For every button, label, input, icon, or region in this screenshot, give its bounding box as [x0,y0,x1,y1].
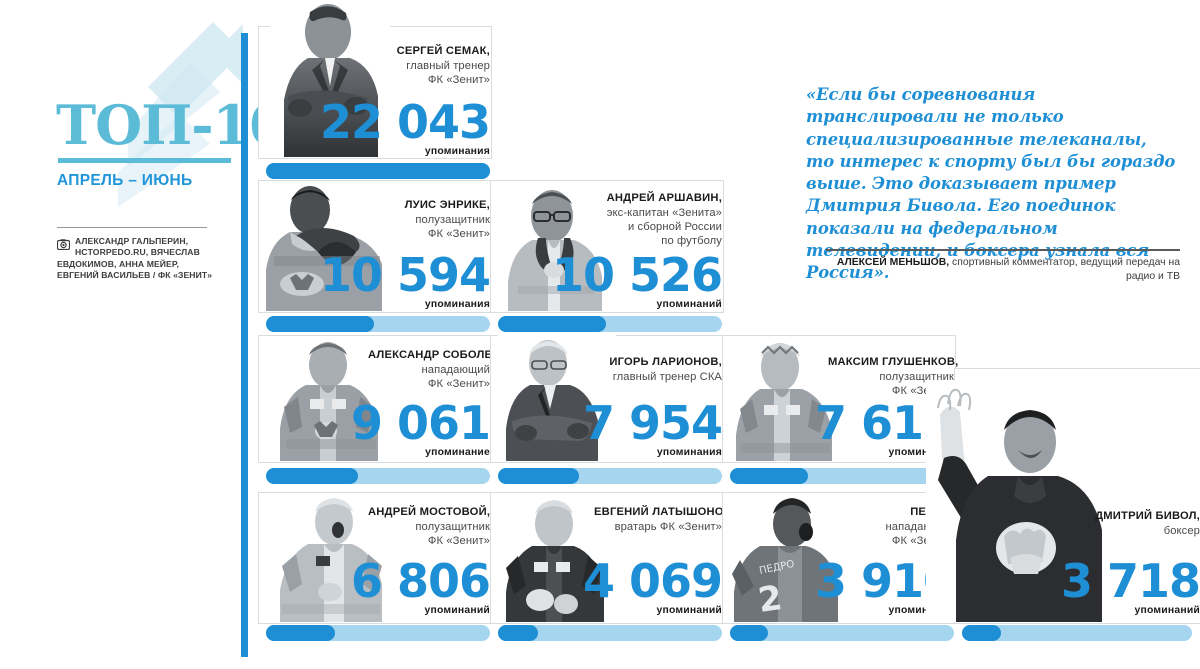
player-role-line: ФК «Зенит» [427,377,490,390]
player-role-line: ФК «Зенит» [427,227,490,240]
portrait-pedro: ПЕДРО 2 [726,496,850,622]
player-name: ИГОРЬ ЛАРИОНОВ, [609,356,722,368]
portrait-mostovoy [272,496,396,622]
progress-bar-fill [498,468,579,484]
mention-value: 9 061 [350,396,491,450]
vertical-divider [241,33,248,657]
progress-bar [266,625,490,641]
portrait-enrique [260,186,400,311]
mention-unit: упоминания [424,299,490,310]
mention-unit: упоминание [425,447,490,458]
mention-value: 3 718 [1060,554,1200,608]
player-info: АНДРЕЙ АРШАВИН, экс-капитан «Зенита» и с… [602,192,722,248]
photo-credit: АЛЕКСАНДР ГАЛЬПЕРИН, HCTORPEDO.RU, ВЯЧЕС… [56,236,217,282]
portrait-glushenkov [730,339,848,461]
player-info: ДМИТРИЙ БИВОЛ, боксер [1050,510,1200,538]
mention-unit: упоминаний [1134,605,1200,616]
page-subtitle: АПРЕЛЬ – ИЮНЬ [57,172,193,189]
portrait-bivol [926,380,1116,622]
player-info: ИГОРЬ ЛАРИОНОВ, главный тренер СКА [602,356,722,384]
progress-bar [266,468,490,484]
player-info: ЕВГЕНИЙ ЛАТЫШОНОК, вратарь ФК «Зенит» [594,506,735,534]
player-name: АНДРЕЙ АРШАВИН, [606,192,722,204]
mention-value: 10 594 [319,248,491,302]
progress-bar [498,625,722,641]
player-role-line: вратарь ФК «Зенит» [614,520,722,533]
progress-bar-fill [962,625,1002,641]
progress-bar-fill [266,316,374,332]
camera-icon [56,237,71,255]
player-name: ЕВГЕНИЙ ЛАТЫШОНОК, [594,506,735,518]
quote-author-role: спортивный комментатор, ведущий передач … [949,257,1180,282]
player-name: ЛУИС ЭНРИКЕ, [404,199,490,211]
player-role-line: ФК «Зенит» [427,534,490,547]
player-role-line: по футболу [661,234,722,247]
ranking-grid: СЕРГЕЙ СЕМАК, главный тренер ФК «Зенит» … [258,0,1200,669]
player-info: АНДРЕЙ МОСТОВОЙ, полузащитник ФК «Зенит» [368,506,490,548]
mention-unit: упоминания [424,146,490,157]
player-role-line: полузащитник [879,370,954,383]
player-name: АЛЕКСАНДР СОБОЛЕВ, [368,349,504,361]
credit-divider [57,227,207,228]
progress-bar [730,468,954,484]
mention-value: 4 069 [582,554,723,608]
player-role-line: полузащитник [415,213,490,226]
player-role-line: и сборной России [627,220,722,233]
mention-unit: упоминаний [424,605,490,616]
progress-bar-fill [730,625,769,641]
portrait-arshavin [498,186,618,311]
player-name: МАКСИМ ГЛУШЕНКОВ, [828,356,959,368]
mention-value: 10 526 [551,248,723,302]
progress-bar-fill [266,468,358,484]
player-info: СЕРГЕЙ СЕМАК, главный тренер ФК «Зенит» [384,45,490,87]
portrait-latyshonok [498,496,620,622]
quote-block: «Если бы соревнования транслировали не т… [806,84,1180,285]
player-role-line: ФК «Зенит» [427,73,490,86]
progress-bar-fill [730,468,809,484]
progress-bar-fill [498,316,606,332]
portrait-sobolev [270,339,392,461]
progress-bar-fill [266,163,490,179]
progress-bar-fill [266,625,336,641]
page-title: ТОП-10 [56,93,287,157]
player-role-line: нападающий [421,363,490,376]
player-info: АЛЕКСАНДР СОБОЛЕВ, нападающий ФК «Зенит» [368,349,504,391]
quote-text: «Если бы соревнования транслировали не т… [806,85,1176,283]
progress-bar [498,468,722,484]
progress-bar [498,316,722,332]
player-info: ЛУИС ЭНРИКЕ, полузащитник ФК «Зенит» [384,199,490,241]
mention-unit: упоминаний [656,605,722,616]
mention-unit: упоминания [656,447,722,458]
title-panel: ТОП-10 АПРЕЛЬ – ИЮНЬ АЛЕКСАНДР ГАЛЬПЕРИН… [0,0,287,669]
svg-text:2: 2 [756,578,785,621]
portrait-semak [270,0,390,157]
player-role-line: полузащитник [415,520,490,533]
quote-divider [826,249,1180,251]
player-name: СЕРГЕЙ СЕМАК, [396,45,490,57]
mention-unit: упоминаний [888,447,954,458]
mention-value: 7 954 [582,396,723,450]
progress-bar [962,625,1192,641]
mention-unit: упоминаний [888,605,954,616]
mention-value: 6 806 [350,554,491,608]
player-role-line: главный тренер СКА [612,370,722,383]
player-role-line: экс-капитан «Зенита» [606,206,722,219]
title-underline [58,158,231,163]
progress-bar [730,625,954,641]
player-role-line: главный тренер [406,59,490,72]
player-name: АНДРЕЙ МОСТОВОЙ, [368,506,491,518]
progress-bar [266,163,490,179]
quote-attribution: АЛЕКСЕЙ МЕНЬШОВ, спортивный комментатор,… [806,256,1180,284]
portrait-larionov [498,335,616,461]
quote-author-name: АЛЕКСЕЙ МЕНЬШОВ, [836,257,950,268]
mention-unit: упоминаний [656,299,722,310]
player-name: ДМИТРИЙ БИВОЛ, [1095,510,1200,522]
player-role-line: боксер [1163,524,1200,537]
mention-value: 22 043 [319,95,491,149]
progress-bar-fill [498,625,539,641]
progress-bar [266,316,490,332]
photo-credit-text: АЛЕКСАНДР ГАЛЬПЕРИН, HCTORPEDO.RU, ВЯЧЕС… [57,236,213,281]
